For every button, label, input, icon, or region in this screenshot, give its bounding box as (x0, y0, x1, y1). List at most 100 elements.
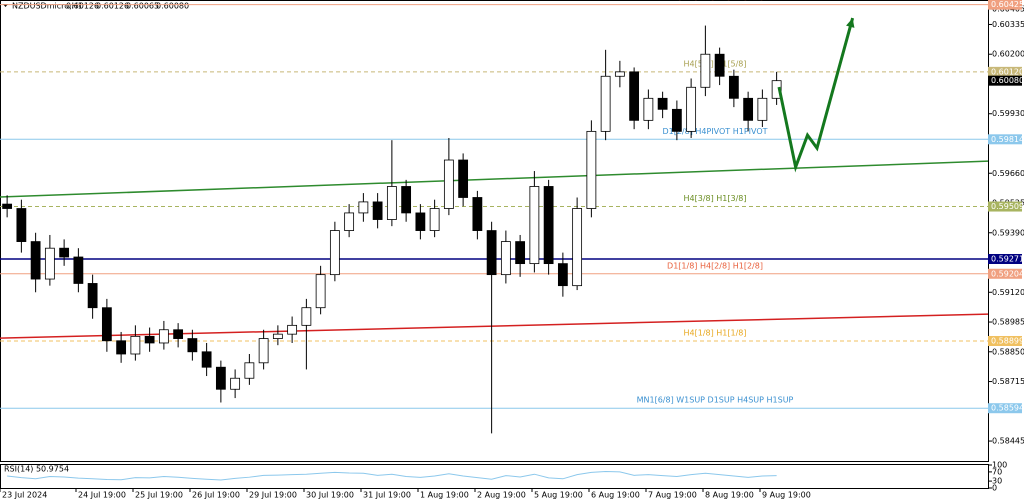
level-label-box (988, 0, 1022, 10)
y-tick-label: 0.58850 (992, 347, 1024, 356)
x-tick-label: 29 Jul 19:00 (249, 491, 297, 500)
candle-body (73, 256, 84, 284)
candle-body (500, 241, 511, 276)
candle-body (743, 97, 754, 121)
candle-body (728, 75, 739, 99)
x-tick-label: 25 Jul 19:00 (135, 491, 183, 500)
price-label: 0.60080 (991, 76, 1024, 85)
level-label-box (988, 403, 1022, 414)
candle-body (657, 97, 668, 110)
candle-body (44, 247, 55, 280)
x-tick-label: 23 Jul 2024 (2, 491, 47, 500)
level-label: 0.59509 (991, 202, 1024, 211)
candle-body (700, 53, 711, 88)
candle-body (386, 186, 397, 220)
rsi-title: RSI(14) 50.9754 (4, 465, 69, 474)
rsi-tick-label: 100 (992, 461, 1007, 470)
x-tick-label: 6 Aug 19:00 (591, 491, 640, 500)
candle-body (59, 247, 70, 258)
candle-body (2, 203, 13, 209)
level-text: D1[3/8] H4[6/8] H1[6/8] (667, 0, 763, 1)
level-label: 0.60120 (991, 67, 1024, 76)
y-tick-label: 0.59660 (992, 169, 1024, 178)
header-value: 0.60065 (126, 2, 159, 11)
rsi-tick-label: 0 (992, 484, 997, 493)
x-tick-label: 8 Aug 19:00 (705, 491, 754, 500)
candle-body (686, 86, 697, 132)
candle-body (116, 340, 127, 355)
candle-body (173, 329, 184, 339)
candle-body (315, 274, 326, 309)
candle-body (714, 53, 725, 77)
level-text: H4[3/8] H1[3/8] (684, 194, 747, 203)
level-label-box (988, 66, 1022, 77)
candle-body (643, 97, 654, 121)
candle-body (372, 201, 383, 220)
candle-body (187, 338, 198, 353)
level-label-box (988, 201, 1022, 212)
candle-body (401, 186, 412, 214)
x-tick-label: 26 Jul 19:00 (192, 491, 240, 500)
x-tick-label: 31 Jul 19:00 (363, 491, 411, 500)
level-text: D1[1/8] H4[2/8] H1[2/8] (667, 261, 763, 270)
chart-title: NZDUSDmicro,H1 (12, 2, 83, 11)
level-label: 0.59271 (991, 254, 1024, 263)
candle-body (287, 324, 298, 335)
candle-body (87, 283, 98, 309)
candle-body (429, 208, 440, 231)
candle-body (344, 212, 355, 231)
candle-body (486, 230, 497, 276)
candle-body (158, 329, 169, 344)
x-tick-label: 5 Aug 19:00 (534, 491, 583, 500)
candle-body (230, 377, 241, 390)
candle-body (572, 208, 583, 287)
trendline (0, 313, 989, 339)
header-value: 0.60080 (156, 2, 189, 11)
rsi-tick-label: 70 (992, 467, 1002, 476)
y-tick-label: 0.58985 (992, 318, 1024, 327)
rsi-line (7, 470, 777, 481)
candle-body (329, 230, 340, 276)
candle-body (671, 108, 682, 132)
candle-body (458, 159, 469, 198)
candle-body (201, 351, 212, 368)
level-text: D1[2/8] H4PIVOT H1PIVOT (662, 127, 767, 136)
level-label: 0.60425 (991, 0, 1024, 9)
candle-body (757, 97, 768, 121)
header-value: 0.60126 (66, 2, 99, 11)
y-tick-label: 0.60335 (992, 20, 1024, 29)
y-tick-label: 0.60200 (992, 50, 1024, 59)
x-tick-label: 9 Aug 19:00 (762, 491, 811, 500)
level-text: H4[1/8] H1[1/8] (684, 328, 747, 337)
candle-body (144, 335, 155, 344)
candle-body (272, 333, 283, 339)
candle-body (515, 241, 526, 265)
level-label: 0.59814 (991, 135, 1024, 144)
projection-arrow (777, 17, 855, 173)
candle-body (443, 159, 454, 209)
y-tick-label: 0.59120 (992, 288, 1024, 297)
candle-body (529, 186, 540, 265)
rsi-frame (0, 464, 989, 489)
y-tick-label: 0.59390 (992, 228, 1024, 237)
level-label-box (988, 253, 1022, 264)
y-tick-label: 0.58715 (992, 377, 1024, 386)
x-tick-label: 30 Jul 19:00 (306, 491, 354, 500)
candle-body (16, 208, 27, 242)
candle-body (101, 307, 112, 342)
y-tick-label: 0.59930 (992, 109, 1024, 118)
candle-body (130, 335, 141, 355)
candle-body (258, 338, 269, 364)
candle-body (30, 241, 41, 280)
candle-body (415, 212, 426, 231)
candle-body (629, 71, 640, 121)
candle-body (215, 366, 226, 390)
candle-body (301, 307, 312, 326)
candle-body (472, 197, 483, 231)
candle-body (358, 201, 369, 214)
candle-body (614, 71, 625, 77)
candle-body (600, 75, 611, 132)
price-box (988, 75, 1022, 86)
